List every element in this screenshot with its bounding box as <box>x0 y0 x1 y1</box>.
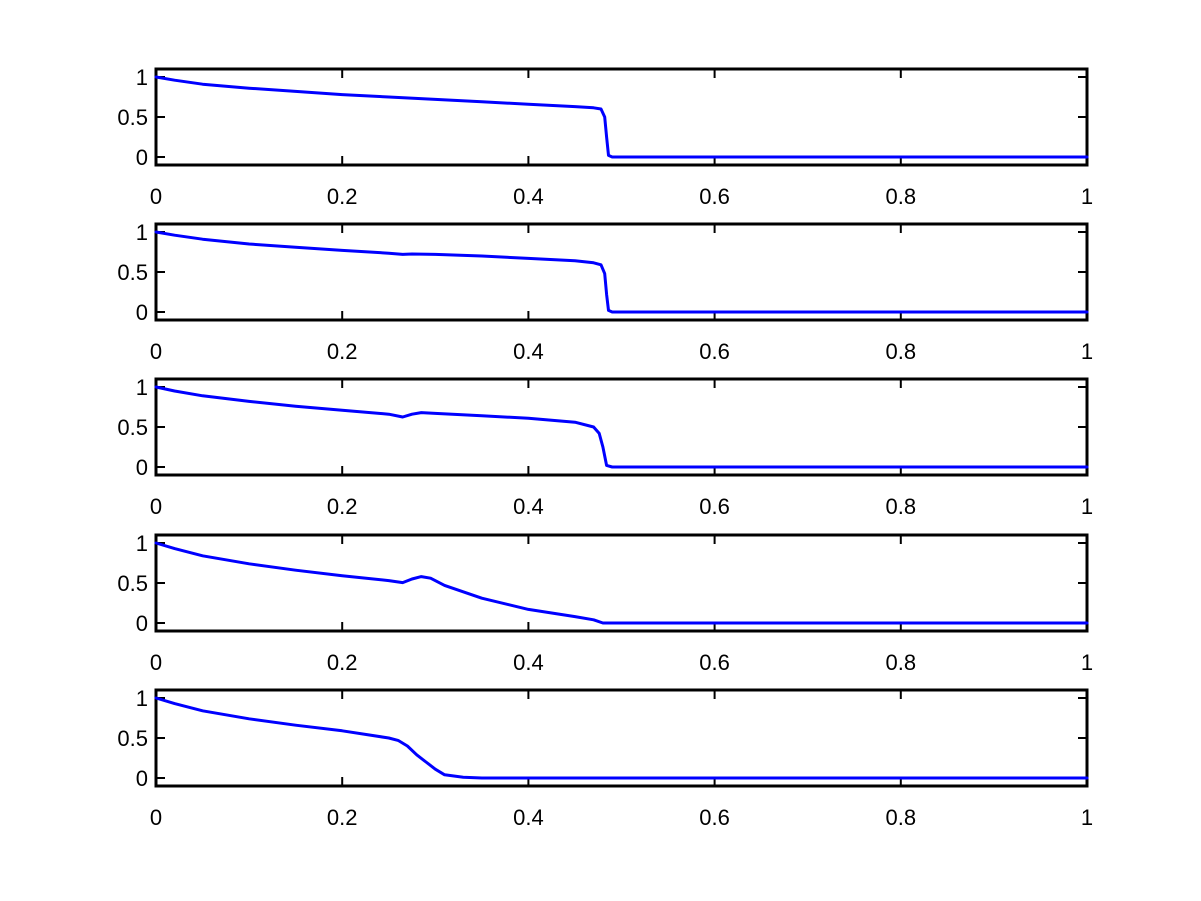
x-tick-label: 0.8 <box>886 494 917 519</box>
x-tick-label: 0 <box>150 184 162 209</box>
series-line <box>154 696 1089 780</box>
x-tick-label: 0.4 <box>513 805 544 830</box>
y-tick-label: 1 <box>136 375 148 400</box>
x-tick-label: 0.4 <box>513 650 544 675</box>
x-tick-label: 0.2 <box>327 184 358 209</box>
x-tick-label: 0.2 <box>327 339 358 364</box>
y-tick-label: 0.5 <box>117 726 148 751</box>
y-tick-label: 0.5 <box>117 105 148 130</box>
y-tick-label: 1 <box>136 220 148 245</box>
subplot-4: 0 0.2 0.4 0.6 0.8 1 0 0.5 1 <box>117 531 1093 675</box>
axes-frame <box>154 688 1089 788</box>
x-tick-label: 1 <box>1081 339 1093 364</box>
x-tick-label: 0.4 <box>513 494 544 519</box>
x-tick-label: 1 <box>1081 650 1093 675</box>
subplot-3: 0 0.2 0.4 0.6 0.8 1 0 0.5 1 <box>117 375 1093 519</box>
subplot-5: 0 0.2 0.4 0.6 0.8 1 0 0.5 1 <box>117 686 1093 830</box>
x-tick-label: 1 <box>1081 805 1093 830</box>
series-line <box>154 75 1089 159</box>
x-tick-label: 0 <box>150 494 162 519</box>
subplot-2: 0 0.2 0.4 0.6 0.8 1 0 0.5 1 <box>117 220 1093 364</box>
x-tick-label: 0.4 <box>513 339 544 364</box>
series-line <box>154 385 1089 469</box>
x-tick-label: 1 <box>1081 184 1093 209</box>
y-tick-label: 0 <box>136 611 148 636</box>
y-tick-label: 1 <box>136 531 148 556</box>
y-tick-label: 1 <box>136 65 148 90</box>
axes-frame <box>154 67 1089 167</box>
subplot-1: 0 0.2 0.4 0.6 0.8 1 0 0.5 1 <box>117 65 1093 209</box>
y-tick-label: 0.5 <box>117 571 148 596</box>
y-tick-label: 0.5 <box>117 415 148 440</box>
x-tick-label: 0 <box>150 339 162 364</box>
axes-frame <box>154 222 1089 322</box>
y-tick-label: 0 <box>136 455 148 480</box>
y-tick-label: 0 <box>136 145 148 170</box>
series-line <box>154 230 1089 314</box>
x-tick-label: 0.4 <box>513 184 544 209</box>
x-tick-label: 0.8 <box>886 184 917 209</box>
y-tick-label: 0 <box>136 766 148 791</box>
axes-frame <box>154 377 1089 477</box>
series-line <box>154 541 1089 625</box>
x-tick-label: 0.2 <box>327 650 358 675</box>
x-tick-label: 1 <box>1081 494 1093 519</box>
y-tick-label: 1 <box>136 686 148 711</box>
y-tick-label: 0.5 <box>117 260 148 285</box>
x-tick-label: 0.2 <box>327 805 358 830</box>
x-tick-label: 0.6 <box>699 494 730 519</box>
x-tick-label: 0.2 <box>327 494 358 519</box>
x-tick-label: 0.6 <box>699 805 730 830</box>
x-tick-label: 0.8 <box>886 650 917 675</box>
axes-frame <box>154 533 1089 633</box>
x-tick-label: 0 <box>150 805 162 830</box>
x-tick-label: 0.8 <box>886 339 917 364</box>
x-tick-label: 0 <box>150 650 162 675</box>
x-tick-label: 0.8 <box>886 805 917 830</box>
x-tick-label: 0.6 <box>699 339 730 364</box>
x-tick-label: 0.6 <box>699 184 730 209</box>
x-tick-label: 0.6 <box>699 650 730 675</box>
y-tick-label: 0 <box>136 300 148 325</box>
